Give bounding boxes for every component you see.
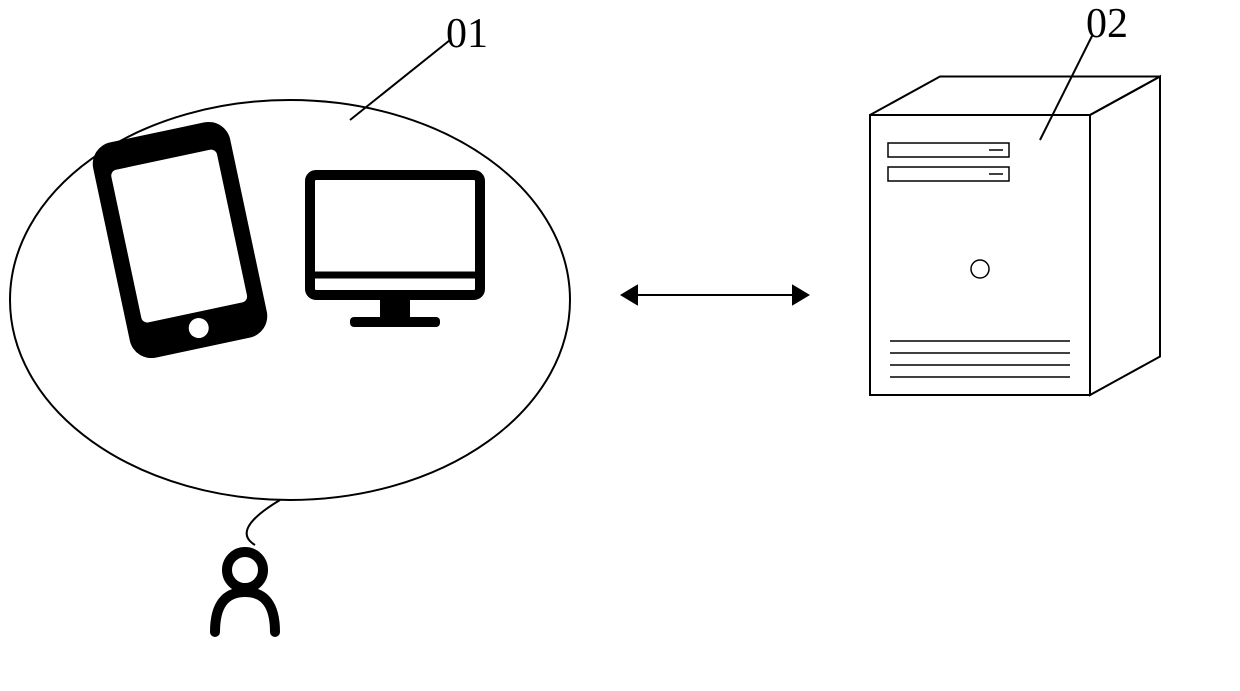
monitor-icon xyxy=(310,175,480,327)
user-icon xyxy=(215,552,275,632)
diagram-canvas: 01 02 xyxy=(0,0,1240,686)
leader-line-02 xyxy=(1040,36,1092,140)
server-icon xyxy=(870,77,1160,396)
label-02: 02 xyxy=(1086,0,1128,48)
label-01: 01 xyxy=(446,10,488,58)
user-leader-line xyxy=(247,500,280,545)
arrow-head-right xyxy=(792,284,810,306)
arrow-head-left xyxy=(620,284,638,306)
diagram-svg xyxy=(0,0,1240,686)
phone-icon xyxy=(89,118,272,362)
